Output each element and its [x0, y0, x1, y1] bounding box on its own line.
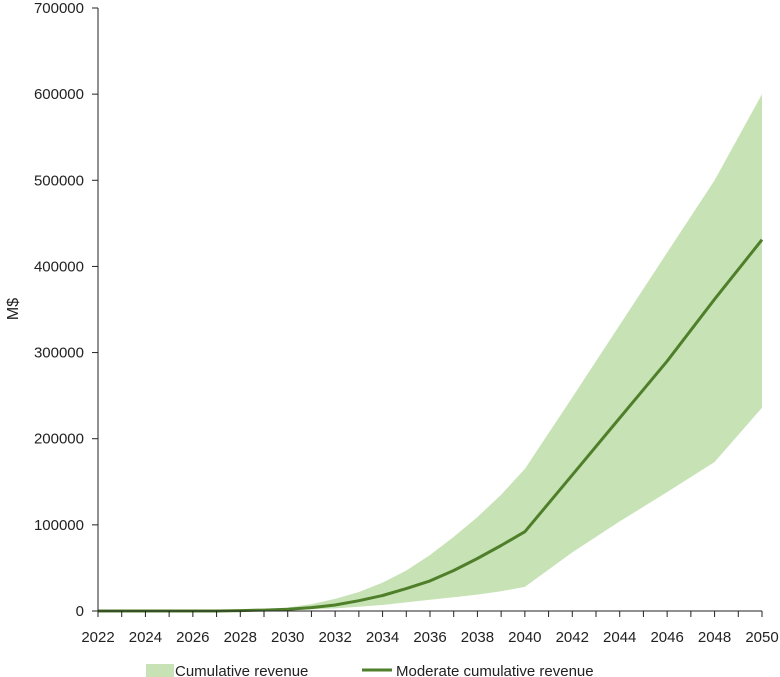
y-tick-label: 400000	[34, 258, 84, 275]
legend-swatch-band	[146, 664, 174, 677]
x-tick-label: 2036	[413, 629, 446, 646]
x-tick-label: 2042	[556, 629, 589, 646]
legend-label-line: Moderate cumulative revenue	[396, 663, 594, 677]
legend: Cumulative revenue Moderate cumulative r…	[146, 663, 594, 677]
cumulative-revenue-band	[98, 94, 762, 612]
x-tick-label: 2024	[129, 629, 162, 646]
x-tick-label: 2034	[366, 629, 399, 646]
y-tick-label: 200000	[34, 431, 84, 448]
y-tick-label: 700000	[34, 0, 84, 17]
x-tick-label: 2048	[698, 629, 731, 646]
x-tick-label: 2040	[508, 629, 541, 646]
x-tick-label: 2046	[650, 629, 683, 646]
band-layer	[98, 94, 762, 612]
x-tick-label: 2022	[81, 629, 114, 646]
x-tick-label: 2032	[318, 629, 351, 646]
y-tick-label: 600000	[34, 86, 84, 103]
axes: 0 100000 200000 300000 400000 500000 600000 700…	[34, 0, 779, 646]
x-tick-label: 2030	[271, 629, 304, 646]
y-tick-label: 0	[76, 603, 84, 620]
x-tick-label: 2038	[461, 629, 494, 646]
x-tick-label: 2050	[745, 629, 778, 646]
x-tick-label: 2026	[176, 629, 209, 646]
legend-label-band: Cumulative revenue	[175, 663, 308, 677]
x-tick-label: 2044	[603, 629, 636, 646]
y-tick-label: 100000	[34, 517, 84, 534]
x-tick-label: 2028	[224, 629, 257, 646]
y-tick-label: 300000	[34, 345, 84, 362]
y-axis-title: M$	[5, 298, 22, 320]
y-tick-label: 500000	[34, 172, 84, 189]
